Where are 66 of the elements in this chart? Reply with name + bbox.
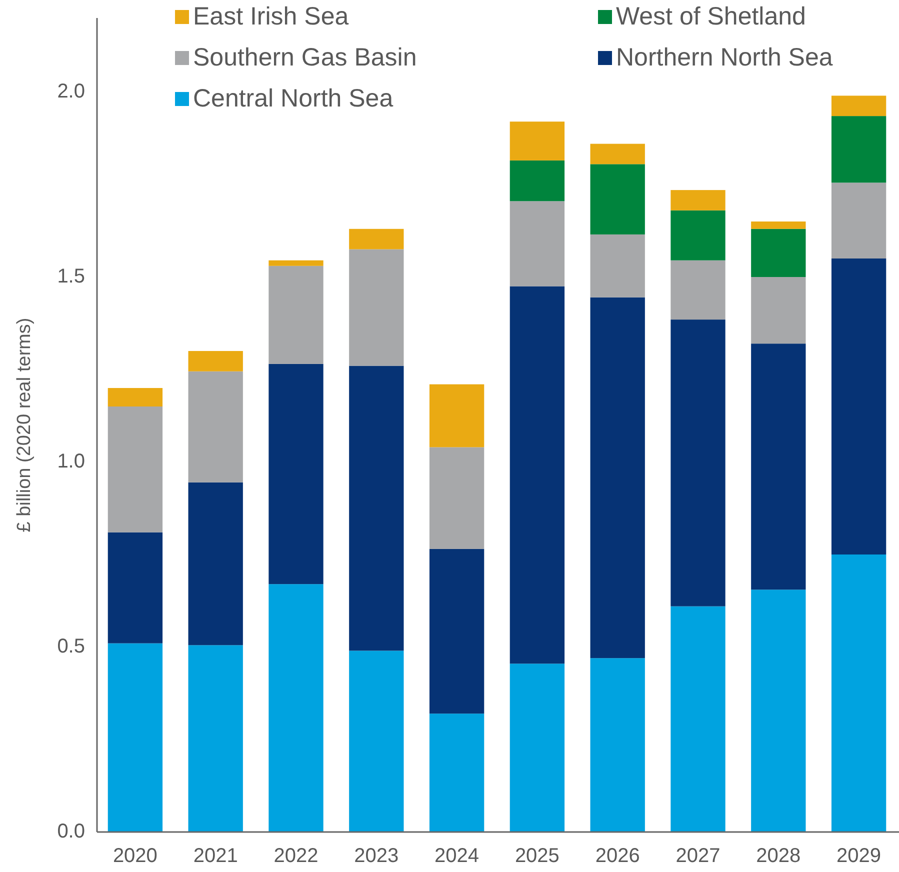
y-axis-title: £ billion (2020 real terms) — [14, 318, 35, 532]
bar — [268, 584, 324, 832]
bar — [188, 371, 243, 482]
bar — [831, 554, 886, 832]
legend-label: Central North Sea — [193, 84, 394, 113]
bar — [831, 182, 886, 258]
bar — [751, 277, 806, 344]
bar — [268, 266, 324, 364]
x-tick-label: 2029 — [836, 845, 882, 867]
y-tick-label: 1.0 — [57, 450, 85, 472]
bar — [831, 116, 886, 183]
y-tick-label: 0.0 — [57, 820, 85, 842]
bar — [831, 96, 886, 116]
x-tick-label: 2028 — [756, 845, 801, 867]
bar — [349, 228, 404, 250]
legend-label: East Irish Sea — [193, 2, 349, 31]
y-tick-label: 1.5 — [57, 265, 85, 288]
bar — [670, 606, 726, 832]
bar — [429, 548, 484, 714]
x-tick-label: 2023 — [354, 845, 399, 867]
bar — [510, 664, 565, 832]
bar — [349, 650, 404, 832]
bar — [751, 590, 806, 832]
bar — [108, 643, 163, 832]
bar — [510, 201, 565, 286]
legend-label: Northern North Sea — [616, 44, 833, 72]
bar — [670, 190, 726, 210]
bar — [429, 714, 484, 832]
bar — [268, 364, 324, 584]
bar — [590, 658, 645, 832]
legend-label: Southern Gas Basin — [193, 44, 417, 72]
bar — [751, 222, 806, 229]
x-tick-label: 2021 — [193, 845, 238, 867]
bar — [590, 164, 645, 234]
x-tick-label: 2025 — [514, 845, 560, 867]
bar — [108, 532, 163, 644]
bar — [510, 286, 565, 664]
bar — [188, 482, 243, 646]
bar — [268, 260, 324, 266]
x-tick-label: 2026 — [595, 845, 640, 867]
bar — [590, 144, 645, 164]
bar — [590, 297, 645, 658]
bar — [349, 249, 404, 366]
bar — [429, 384, 484, 448]
bar — [188, 645, 243, 832]
y-tick-label: 0.5 — [57, 635, 85, 658]
y-tick-label: 2.0 — [57, 80, 85, 102]
bar — [349, 366, 404, 651]
bar — [510, 122, 565, 160]
bar — [670, 210, 726, 260]
x-tick-label: 2020 — [112, 845, 158, 867]
bar — [510, 160, 565, 202]
bar — [108, 406, 163, 532]
bar — [751, 228, 806, 277]
bar — [108, 388, 163, 406]
bar — [670, 320, 726, 606]
bar — [670, 260, 726, 320]
x-tick-label: 2024 — [434, 845, 480, 867]
x-tick-label: 2027 — [676, 845, 720, 867]
legend-label: West of Shetland — [616, 2, 806, 31]
bar — [751, 344, 806, 590]
bar — [429, 447, 484, 549]
bar — [590, 234, 645, 298]
bar — [188, 351, 243, 372]
x-tick-label: 2022 — [274, 845, 318, 867]
bar — [831, 258, 886, 554]
